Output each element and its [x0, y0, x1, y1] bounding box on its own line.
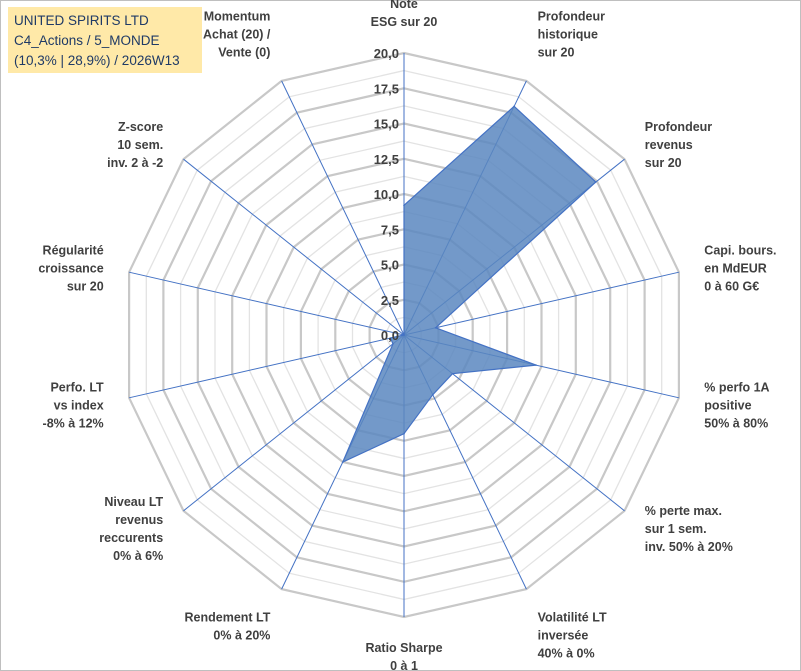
data-point	[451, 372, 454, 375]
data-point	[595, 181, 597, 183]
category-label-line: revenus	[115, 513, 163, 527]
category-label-line: Vente (0)	[218, 46, 270, 60]
category-label-line: Perfo. LT	[50, 381, 104, 395]
category-label-line: % perfo 1A	[704, 381, 769, 395]
data-point	[392, 343, 394, 345]
data-point	[403, 204, 405, 207]
axis-spoke	[183, 158, 405, 336]
category-label-line: 0% à 6%	[113, 549, 163, 563]
category-label-line: inversée	[538, 629, 589, 643]
category-label-line: Niveau LT	[104, 495, 163, 509]
tick-label: 7,5	[381, 222, 399, 237]
category-label: Rendement LT 0% à 20%	[185, 611, 271, 643]
data-point	[432, 393, 434, 396]
data-point	[535, 364, 537, 366]
data-point	[434, 327, 437, 329]
category-label-line: sur 20	[538, 46, 575, 60]
category-label-line: revenus	[645, 138, 693, 152]
category-label-line: en MdEUR	[704, 262, 767, 276]
category-label-line: Capi. bours.	[704, 244, 776, 258]
tick-label: 2,5	[381, 293, 399, 308]
axis-spoke	[128, 271, 405, 336]
category-label: Momentum Achat (20) / Vente (0)	[203, 10, 271, 60]
axis-spoke	[128, 334, 405, 399]
tick-label: 15,0	[374, 117, 399, 132]
category-label: Profondeur historique sur 20	[538, 10, 605, 60]
category-label-line: sur 20	[645, 156, 682, 170]
category-label-line: -8% à 12%	[43, 417, 104, 431]
category-label-line: positive	[704, 399, 751, 413]
category-label: Niveau LT revenus reccurents 0% à 6%	[99, 495, 163, 563]
category-label-line: vs index	[54, 399, 104, 413]
category-label-line: inv. 2 à -2	[107, 156, 163, 170]
title-line-1: UNITED SPIRITS LTD	[14, 13, 149, 28]
title-box: UNITED SPIRITS LTD C4_Actions / 5_MONDE …	[8, 7, 202, 73]
category-label: % perte max. sur 1 sem. inv. 50% à 20%	[645, 504, 733, 554]
category-label: Capi. bours. en MdEUR 0 à 60 G€	[704, 244, 776, 294]
category-label-line: inv. 50% à 20%	[645, 540, 733, 554]
axis-spoke	[183, 334, 405, 512]
category-label-line: 0 à 1	[390, 659, 418, 671]
data-point	[513, 105, 515, 108]
data-point	[403, 432, 405, 435]
category-label: % perfo 1A positive 50% à 80%	[704, 381, 769, 431]
category-label: Z-score 10 sem. inv. 2 à -2	[107, 120, 163, 170]
category-label-line: historique	[538, 28, 598, 42]
category-label: Note ESG sur 20	[371, 0, 438, 29]
category-label-line: 50% à 80%	[704, 417, 768, 431]
category-label: Perfo. LT vs index -8% à 12%	[43, 381, 105, 431]
tick-label: 20,0	[374, 46, 399, 61]
tick-label: 12,5	[374, 152, 399, 167]
category-label-line: Z-score	[118, 120, 163, 134]
category-label-line: Achat (20) /	[203, 28, 271, 42]
category-label-line: Rendement LT	[185, 611, 271, 625]
category-label-line: % perte max.	[645, 504, 722, 518]
category-label: Volatilité LT inversée 40% à 0%	[538, 611, 607, 661]
category-label-line: Momentum	[204, 10, 271, 24]
category-label-line: Volatilité LT	[538, 611, 607, 625]
axis-spoke	[403, 271, 680, 336]
category-label-line: ESG sur 20	[371, 15, 438, 29]
axis-spoke	[281, 80, 405, 336]
title-line-2: C4_Actions / 5_MONDE	[14, 33, 160, 48]
tick-label: 10,0	[374, 187, 399, 202]
category-label-line: Profondeur	[538, 10, 605, 24]
category-label: Ratio Sharpe 0 à 1	[365, 641, 442, 671]
category-label-line: Note	[390, 0, 418, 11]
category-label: Régularité croissance sur 20	[38, 244, 103, 294]
data-point	[389, 337, 392, 339]
category-label-line: sur 1 sem.	[645, 522, 707, 536]
category-label-line: 40% à 0%	[538, 647, 595, 661]
data-point	[342, 461, 344, 463]
tick-label: 5,0	[381, 258, 399, 273]
category-label-line: Profondeur	[645, 120, 712, 134]
category-label-line: 0% à 20%	[213, 629, 270, 643]
category-label-line: reccurents	[99, 531, 163, 545]
category-label-line: croissance	[38, 262, 103, 276]
data-point	[403, 334, 405, 336]
category-label-line: 0 à 60 G€	[704, 280, 759, 294]
tick-label: 17,5	[374, 81, 399, 96]
tick-label: 0,0	[381, 328, 399, 343]
category-label: Profondeur revenus sur 20	[645, 120, 712, 170]
title-line-3: (10,3% | 28,9%) / 2026W13	[14, 53, 180, 68]
category-label-line: Ratio Sharpe	[365, 641, 442, 655]
category-label-line: 10 sem.	[117, 138, 163, 152]
category-label-line: sur 20	[67, 280, 104, 294]
category-label-line: Régularité	[43, 244, 104, 258]
